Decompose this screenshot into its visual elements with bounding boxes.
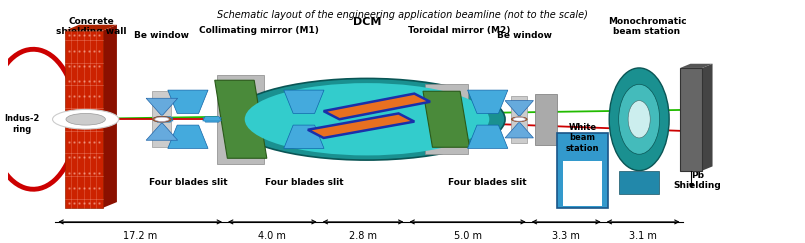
Text: 4.0 m: 4.0 m xyxy=(258,231,287,241)
Circle shape xyxy=(513,117,526,121)
Text: Schematic layout of the engineering application beamline (not to the scale): Schematic layout of the engineering appl… xyxy=(217,10,588,20)
Text: Indus-2
ring: Indus-2 ring xyxy=(5,114,40,134)
Text: Four blades slit: Four blades slit xyxy=(448,178,527,187)
Text: Toroidal mirror (M2): Toroidal mirror (M2) xyxy=(408,26,510,35)
Polygon shape xyxy=(103,25,117,208)
Circle shape xyxy=(152,116,171,122)
Polygon shape xyxy=(308,113,415,138)
Polygon shape xyxy=(284,125,324,148)
Text: 3.3 m: 3.3 m xyxy=(552,231,580,241)
Polygon shape xyxy=(324,94,430,119)
Text: Be window: Be window xyxy=(497,31,552,40)
Circle shape xyxy=(229,78,505,160)
Circle shape xyxy=(155,117,169,121)
Text: Monochromatic
beam station: Monochromatic beam station xyxy=(608,17,687,36)
Polygon shape xyxy=(147,98,178,115)
Polygon shape xyxy=(203,118,221,122)
Polygon shape xyxy=(147,123,178,140)
Polygon shape xyxy=(155,118,173,122)
Polygon shape xyxy=(468,125,508,148)
Polygon shape xyxy=(680,64,712,68)
Text: Four blades slit: Four blades slit xyxy=(265,178,343,187)
FancyBboxPatch shape xyxy=(564,161,602,206)
FancyBboxPatch shape xyxy=(217,75,265,164)
Ellipse shape xyxy=(619,84,659,154)
FancyBboxPatch shape xyxy=(65,31,103,208)
Text: Collimating mirror (M1): Collimating mirror (M1) xyxy=(199,26,319,35)
Polygon shape xyxy=(215,80,266,158)
FancyBboxPatch shape xyxy=(680,68,702,171)
Polygon shape xyxy=(702,64,712,171)
Text: Concrete
shielding wall: Concrete shielding wall xyxy=(56,17,126,36)
Text: White
beam
station: White beam station xyxy=(566,123,599,153)
Ellipse shape xyxy=(628,101,650,138)
FancyBboxPatch shape xyxy=(557,133,609,208)
Text: Be window: Be window xyxy=(134,31,189,40)
Text: DCM: DCM xyxy=(353,17,382,27)
Circle shape xyxy=(511,117,527,122)
Polygon shape xyxy=(505,101,534,116)
Polygon shape xyxy=(167,90,208,113)
Ellipse shape xyxy=(609,68,669,171)
Text: Four blades slit: Four blades slit xyxy=(149,178,227,187)
Polygon shape xyxy=(423,91,469,147)
Text: Pb
Shielding: Pb Shielding xyxy=(674,171,721,190)
FancyBboxPatch shape xyxy=(152,91,171,147)
Polygon shape xyxy=(505,123,534,138)
Circle shape xyxy=(66,113,105,125)
Polygon shape xyxy=(468,90,508,113)
FancyBboxPatch shape xyxy=(535,94,557,145)
Circle shape xyxy=(52,109,119,129)
Polygon shape xyxy=(155,116,173,121)
FancyBboxPatch shape xyxy=(620,171,659,194)
Polygon shape xyxy=(167,125,208,148)
Text: 5.0 m: 5.0 m xyxy=(453,231,481,241)
FancyBboxPatch shape xyxy=(424,84,468,154)
Text: 3.1 m: 3.1 m xyxy=(630,231,657,241)
FancyBboxPatch shape xyxy=(511,96,527,143)
Polygon shape xyxy=(284,90,324,113)
Text: 17.2 m: 17.2 m xyxy=(123,231,157,241)
Circle shape xyxy=(245,83,489,156)
Polygon shape xyxy=(203,116,221,121)
Text: 2.8 m: 2.8 m xyxy=(349,231,377,241)
Polygon shape xyxy=(65,25,117,31)
